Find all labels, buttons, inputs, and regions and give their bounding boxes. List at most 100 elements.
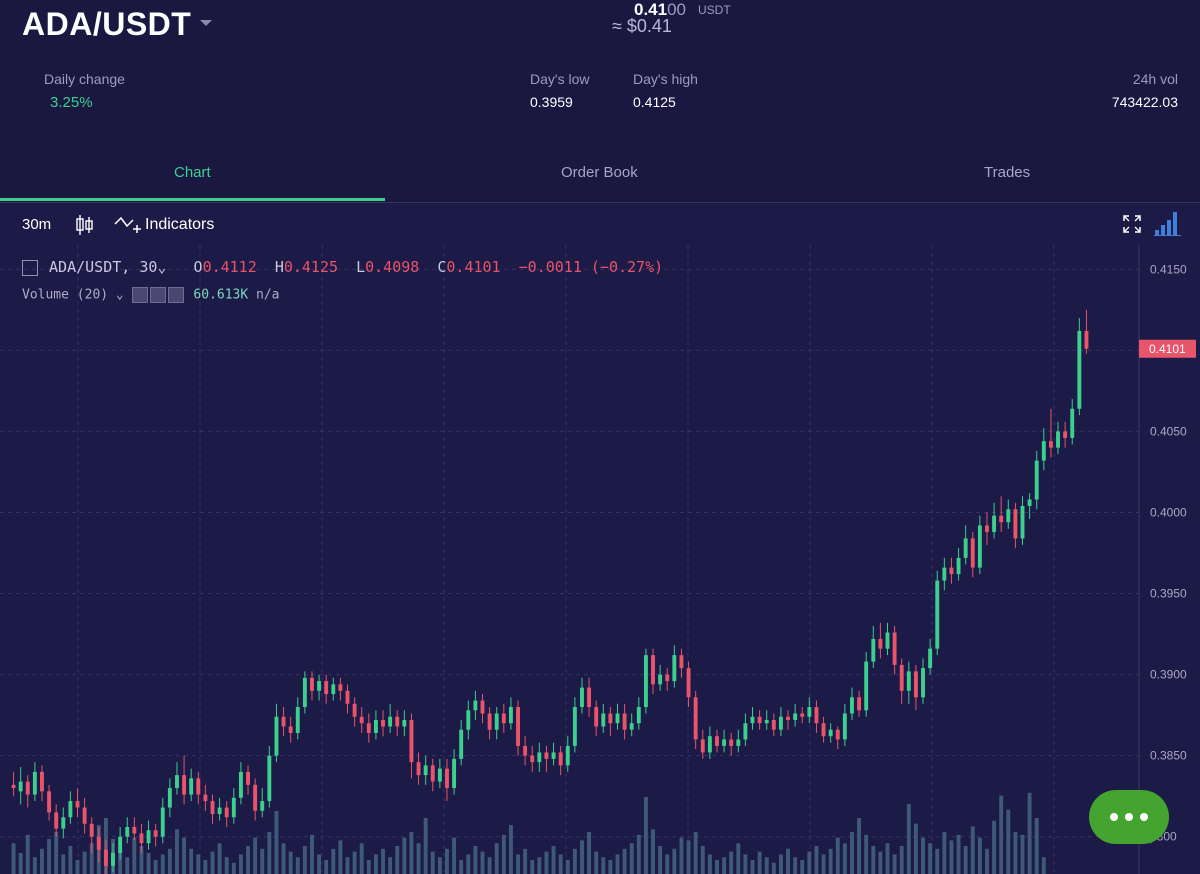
collapse-legend-icon[interactable]	[22, 259, 38, 276]
volume-bar	[793, 857, 798, 874]
volume-bar	[139, 846, 144, 874]
candle-body	[942, 567, 947, 581]
volume-bar	[146, 853, 151, 874]
gear-icon[interactable]	[149, 287, 166, 303]
last-price-marker: 0.4101	[1139, 339, 1196, 358]
volume-legend: Volume (20) ⌄ 60.613K n/a	[22, 287, 280, 303]
candle-body	[878, 638, 883, 649]
chart-settings-icon[interactable]	[1154, 210, 1182, 236]
price-tick-label: 0.4000	[1150, 505, 1187, 519]
chat-dot-icon	[1125, 813, 1133, 821]
candle-body	[32, 771, 37, 795]
volume-study-label[interactable]: Volume (20)	[22, 287, 109, 303]
volume-bar	[466, 854, 471, 874]
legend-close-label: C	[437, 258, 447, 276]
tab-chart[interactable]: Chart	[174, 164, 211, 181]
fullscreen-icon[interactable]	[1122, 214, 1142, 234]
pair-selector[interactable]: ADA/USDT	[22, 6, 192, 42]
candle-body	[89, 823, 94, 837]
volume-bar	[25, 834, 30, 874]
tab-order-book[interactable]: Order Book	[561, 164, 638, 181]
volume-bar	[665, 854, 670, 874]
price-tick-label: 0.3950	[1150, 587, 1187, 601]
legend-close: 0.4101	[446, 258, 501, 276]
candle-body	[729, 739, 734, 746]
candle-body	[1070, 408, 1075, 438]
candle-body	[906, 671, 911, 691]
candle-body	[487, 713, 492, 730]
candle-body	[565, 745, 570, 766]
volume-bar	[452, 837, 457, 874]
volume-bar	[125, 857, 130, 874]
candle-body	[366, 723, 371, 733]
volume-bar	[217, 843, 222, 874]
candle-body	[388, 716, 393, 727]
candle-body	[1041, 441, 1046, 461]
volume-bar	[871, 846, 876, 874]
candle-body	[224, 807, 229, 818]
close-icon[interactable]	[167, 287, 184, 303]
volume-bar	[153, 860, 158, 874]
interval-button[interactable]: 30m	[22, 216, 52, 233]
volume-bar	[18, 853, 23, 874]
candle-body	[757, 716, 762, 724]
candle-body	[608, 713, 613, 724]
candle-body	[743, 723, 748, 740]
volume-bar	[345, 857, 350, 874]
indicators-icon[interactable]	[114, 215, 142, 237]
candle-body	[501, 713, 506, 724]
volume-bar	[47, 839, 52, 874]
candle-body	[693, 697, 698, 740]
candle-body	[352, 703, 357, 717]
candle-body	[793, 713, 798, 720]
volume-bar	[231, 862, 236, 874]
price-tick-label: 0.4150	[1150, 262, 1187, 276]
candle-body	[999, 515, 1004, 523]
volume-bar	[1013, 832, 1018, 874]
candle-body	[892, 632, 897, 665]
candle-body	[61, 817, 66, 829]
candle-body	[786, 716, 790, 720]
eye-icon[interactable]	[131, 287, 148, 303]
candle-body	[473, 700, 478, 711]
price-unit: USDT	[698, 3, 731, 17]
legend-change: −0.0011 (−0.27%)	[518, 258, 664, 276]
candle-body	[1048, 441, 1053, 448]
legend-chevron-icon[interactable]: ⌄	[157, 258, 167, 276]
tab-trades[interactable]: Trades	[984, 164, 1031, 181]
volume-bar	[487, 857, 492, 874]
indicators-button[interactable]: Indicators	[145, 216, 215, 233]
volume-bar	[1041, 857, 1046, 874]
price-chart[interactable]: 0.41500.40500.40000.39500.39000.38503800…	[0, 245, 1200, 874]
candle-body	[970, 538, 975, 568]
volume-bar	[160, 854, 165, 874]
volume-bar	[480, 851, 485, 874]
volume-bar	[601, 857, 606, 874]
candle-body	[82, 807, 87, 824]
volume-bar	[679, 837, 684, 874]
volume-bar	[416, 843, 421, 874]
candle-body	[125, 826, 130, 837]
candle-body	[40, 771, 44, 792]
candle-body	[1077, 330, 1082, 409]
legend-high: 0.4125	[283, 258, 339, 276]
volume-bar	[189, 848, 194, 874]
candle-body	[587, 687, 592, 708]
volume-bar	[75, 860, 80, 874]
candle-body	[821, 723, 826, 737]
volume-bar	[182, 837, 187, 874]
volume-bar	[1027, 792, 1032, 874]
candle-body	[651, 655, 655, 685]
chevron-down-icon[interactable]	[200, 20, 212, 26]
candle-body	[1020, 506, 1025, 539]
candle-body	[736, 739, 741, 746]
price-dim: 00	[667, 0, 687, 19]
volume-bar	[658, 846, 663, 874]
volume-bar	[338, 840, 343, 874]
legend-symbol[interactable]: ADA/USDT, 30	[49, 258, 158, 276]
candlestick-icon[interactable]	[74, 214, 94, 236]
last-price-label: 0.4101	[1149, 342, 1186, 356]
volume-bar	[999, 795, 1004, 874]
volume-chevron-icon[interactable]: ⌄	[108, 287, 132, 303]
candle-body	[267, 755, 272, 802]
